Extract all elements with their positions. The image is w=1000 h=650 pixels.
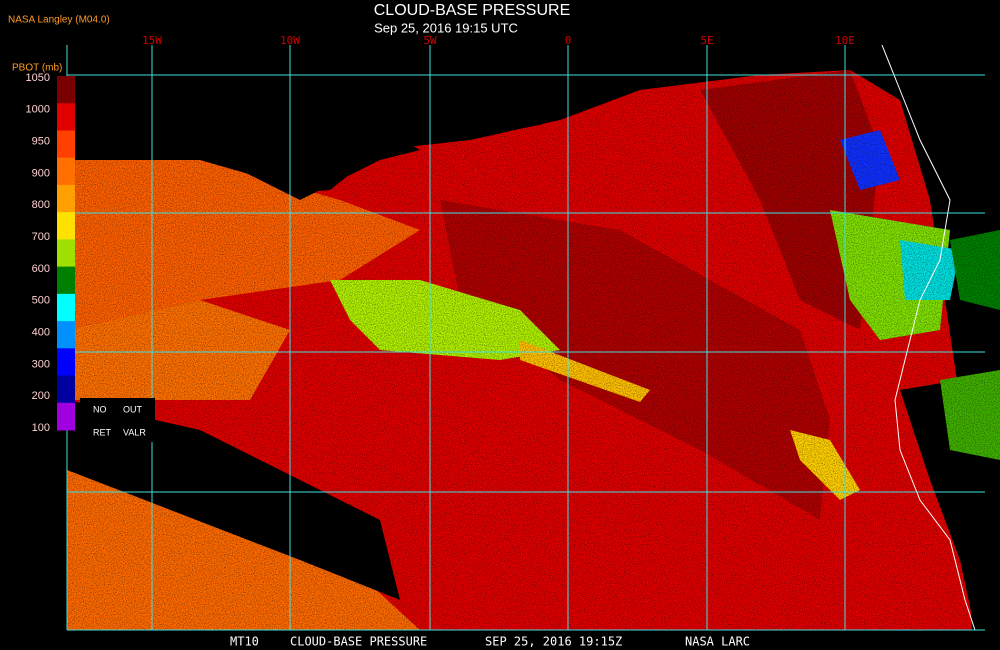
left-band — [0, 45, 67, 630]
longitude-label: 10E — [835, 34, 855, 47]
colorbar-swatch — [57, 321, 75, 349]
colorbar-swatch — [57, 375, 75, 404]
legend-note: OUT — [123, 404, 143, 414]
colorbar-swatch — [57, 76, 75, 104]
colorbar-label: 800 — [32, 199, 50, 211]
colorbar-label: 300 — [32, 358, 50, 370]
coastline — [839, 4, 976, 631]
footer: MT10 CLOUD-BASE PRESSURE SEP 25, 2016 19:1… — [230, 635, 750, 649]
colorbar-swatch — [57, 266, 75, 295]
bottom-band — [0, 630, 1000, 650]
footer-text: SEP 25, 2016 19:15Z — [485, 635, 622, 649]
colorbar-label: 1000 — [26, 104, 50, 116]
colorbar-label: 950 — [32, 136, 50, 148]
colorbar-label: 500 — [32, 295, 50, 307]
longitude-label: 10W — [280, 34, 300, 47]
colorbar-swatch — [57, 157, 75, 186]
colorbar-swatch — [57, 293, 75, 322]
legend-note: NO — [93, 404, 107, 414]
colorbar-label: 400 — [32, 326, 50, 338]
colorbar-swatch — [57, 184, 75, 213]
colorbar-swatch — [57, 212, 75, 240]
top-band — [0, 0, 1000, 45]
longitude-label: 5W — [423, 34, 437, 47]
legend-note: RET — [93, 427, 112, 437]
colorbar-label: 200 — [32, 390, 50, 402]
colorbar-swatch — [57, 402, 75, 431]
colorbar-label: 900 — [32, 167, 50, 179]
footer-text: MT10 — [230, 635, 259, 649]
longitude-label: 5E — [700, 34, 713, 47]
legend-note: VALR — [123, 427, 146, 437]
colorbar-swatch — [57, 348, 75, 377]
colorbar-swatch — [57, 239, 75, 268]
colorbar-label: 100 — [32, 422, 50, 434]
colorbar-label: 1050 — [26, 72, 50, 84]
note-box — [80, 398, 155, 442]
longitude-label: 0 — [565, 34, 572, 47]
colorbar-swatch — [57, 130, 75, 159]
legend-title: PBOT (mb) — [12, 63, 62, 74]
colorbar-label: 600 — [32, 263, 50, 275]
colorbar-label: 700 — [32, 231, 50, 243]
title: CLOUD-BASE PRESSURE — [374, 2, 571, 19]
subtitle: Sep 25, 2016 19:15 UTC — [374, 20, 518, 35]
footer-text: NASA LARC — [685, 635, 750, 649]
longitude-label: 15W — [142, 34, 162, 47]
colorbar-swatch — [57, 103, 75, 131]
footer-text: CLOUD-BASE PRESSURE — [290, 635, 427, 649]
source-label: NASA Langley (M04.0) — [8, 15, 110, 26]
